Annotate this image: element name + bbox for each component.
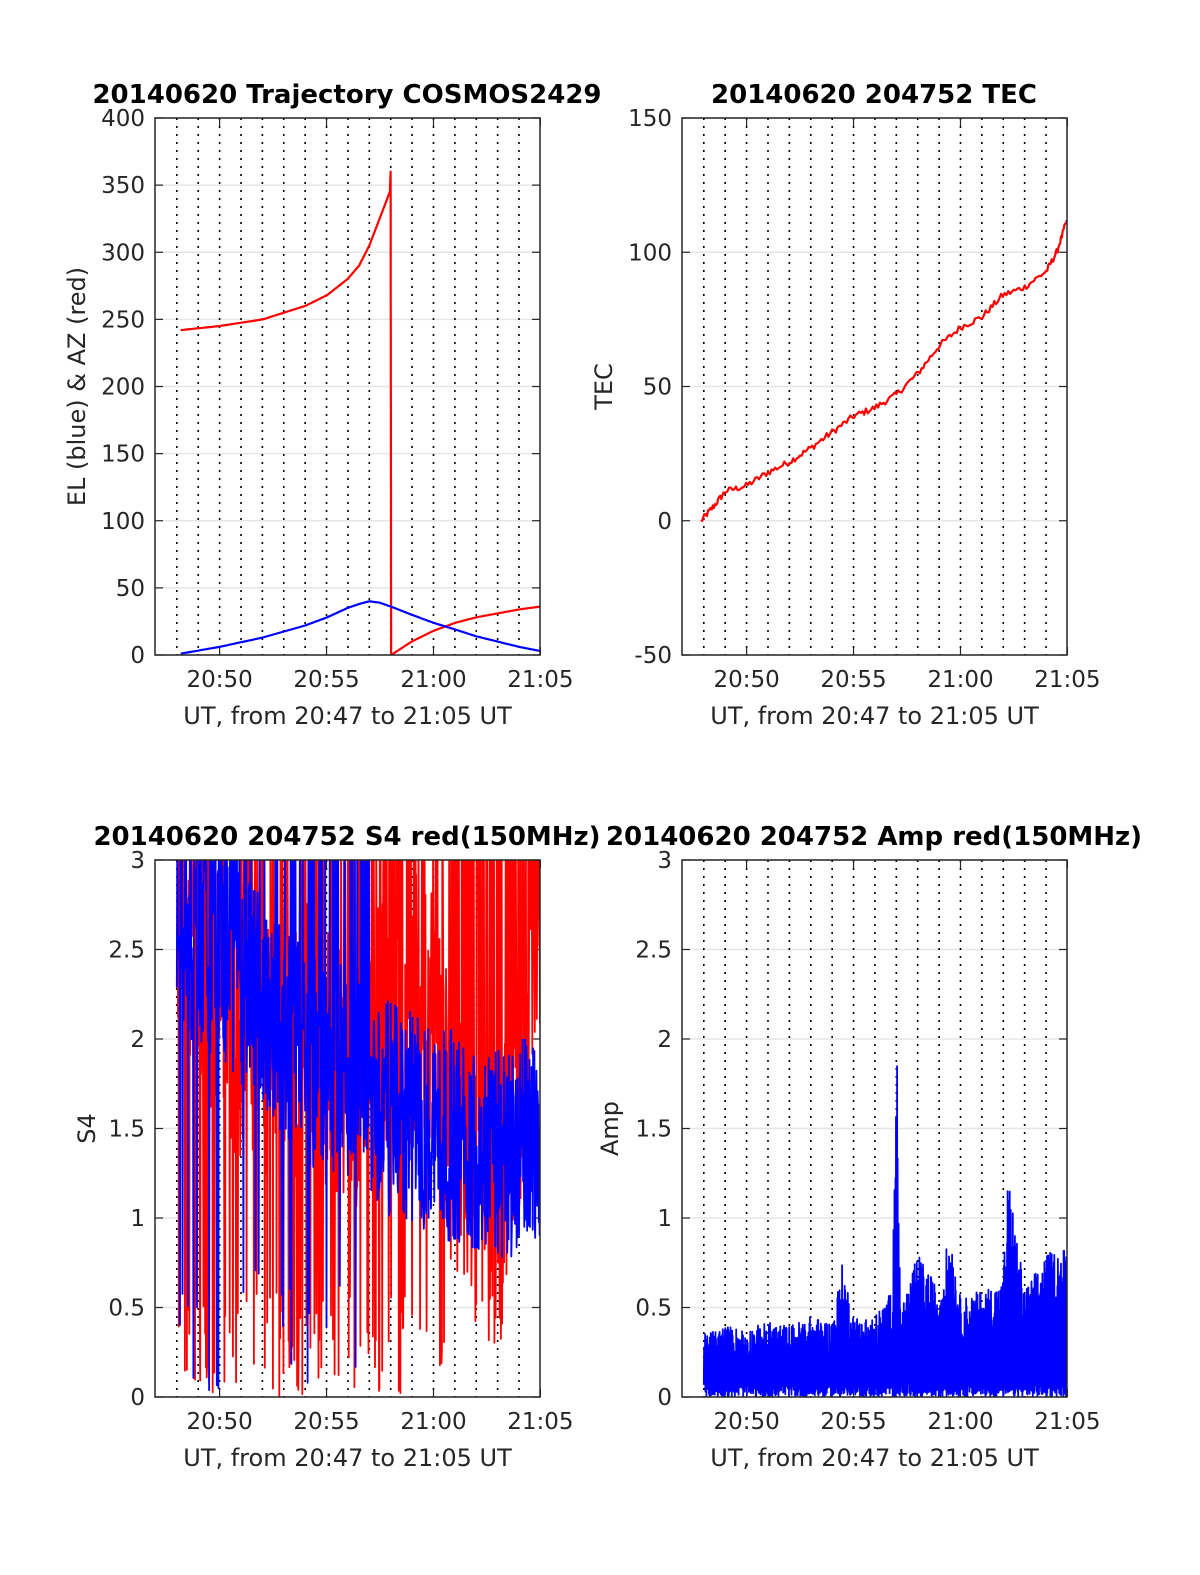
y-tick-label: 2.5 xyxy=(635,938,672,964)
y-tick-label: 1 xyxy=(657,1206,672,1232)
plot-area xyxy=(180,170,540,655)
x-tick-label: 21:05 xyxy=(507,1409,573,1435)
x-tick-label: 21:00 xyxy=(927,667,993,693)
y-tick-label: 150 xyxy=(628,106,672,132)
panel-1: 0 50 100 150 200 250 300 350 400 20:50 20:55 21:00 2… xyxy=(63,80,602,730)
panel-title: 20140620 204752 Amp red(150MHz) xyxy=(606,822,1142,852)
x-tick-label: 20:55 xyxy=(820,1409,886,1435)
y-tick-label: 150 xyxy=(101,442,145,468)
y-tick-label: 2 xyxy=(130,1027,145,1053)
y-tick-label: 0 xyxy=(657,1385,672,1411)
y-tick-label: 100 xyxy=(628,240,672,266)
y-tick-label: 300 xyxy=(101,240,145,266)
x-tick-label: 20:55 xyxy=(293,1409,359,1435)
y-tick-label: 3 xyxy=(657,848,672,874)
y-tick-label: 0 xyxy=(130,1385,145,1411)
panel-3: 0 0.5 1 1.5 2 2.5 3 20:50 20:55 21:00 21:05 2014062… xyxy=(73,822,601,1472)
y-axis-label: EL (blue) & AZ (red) xyxy=(63,267,91,506)
x-axis-label: UT, from 20:47 to 21:05 UT xyxy=(183,1444,512,1472)
panel-title: 20140620 204752 S4 red(150MHz) xyxy=(93,822,600,852)
y-tick-label: 1.5 xyxy=(108,1117,145,1143)
y-tick-label: 50 xyxy=(116,576,145,602)
plot-area xyxy=(175,860,540,1397)
y-tick-label: 250 xyxy=(101,307,145,333)
y-tick-label: 0 xyxy=(130,643,145,669)
y-axis-label: S4 xyxy=(73,1113,101,1144)
series-line-1 xyxy=(700,219,1067,523)
y-tick-label: 400 xyxy=(101,106,145,132)
axes-frame xyxy=(154,117,541,656)
axes-frame xyxy=(681,117,1068,656)
x-tick-label: 21:05 xyxy=(507,667,573,693)
y-axis-label: TEC xyxy=(590,363,618,411)
x-tick-label: 20:50 xyxy=(186,1409,252,1435)
panel-title: 20140620 204752 TEC xyxy=(711,80,1037,110)
y-tick-label: -50 xyxy=(634,643,672,669)
series-line-1 xyxy=(180,170,540,655)
series-line-1 xyxy=(702,1065,1067,1397)
x-tick-label: 21:05 xyxy=(1034,667,1100,693)
plot-area xyxy=(700,219,1067,523)
axes-frame xyxy=(154,859,541,1398)
x-axis-label: UT, from 20:47 to 21:05 UT xyxy=(710,702,1039,730)
y-tick-label: 3 xyxy=(130,848,145,874)
x-axis-label: UT, from 20:47 to 21:05 UT xyxy=(710,1444,1039,1472)
y-tick-label: 0.5 xyxy=(635,1296,672,1322)
panel-2: -50 0 50 100 150 20:50 20:55 21:00 21:05 20140620… xyxy=(590,80,1101,730)
y-tick-label: 0 xyxy=(657,509,672,535)
x-tick-label: 21:05 xyxy=(1034,1409,1100,1435)
x-tick-label: 21:00 xyxy=(400,667,466,693)
x-tick-label: 21:00 xyxy=(400,1409,466,1435)
x-tick-label: 20:50 xyxy=(186,667,252,693)
series-line-2 xyxy=(175,860,540,1392)
y-tick-label: 2.5 xyxy=(108,938,145,964)
x-axis-label: UT, from 20:47 to 21:05 UT xyxy=(183,702,512,730)
x-tick-label: 20:55 xyxy=(293,667,359,693)
y-tick-label: 50 xyxy=(643,375,672,401)
y-tick-label: 2 xyxy=(657,1027,672,1053)
panel-title: 20140620 Trajectory COSMOS2429 xyxy=(92,80,601,110)
x-tick-label: 20:50 xyxy=(713,667,779,693)
x-tick-label: 20:50 xyxy=(713,1409,779,1435)
x-tick-label: 20:55 xyxy=(820,667,886,693)
y-tick-label: 200 xyxy=(101,375,145,401)
y-tick-label: 1 xyxy=(130,1206,145,1232)
panel-4: 0 0.5 1 1.5 2 2.5 3 20:50 20:55 21:00 21:05 2014062… xyxy=(596,822,1142,1472)
axes-frame xyxy=(681,859,1068,1398)
series-line-2 xyxy=(180,600,540,655)
y-tick-label: 100 xyxy=(101,509,145,535)
y-axis-label: Amp xyxy=(596,1101,624,1156)
y-tick-label: 1.5 xyxy=(635,1117,672,1143)
y-tick-label: 0.5 xyxy=(108,1296,145,1322)
y-tick-label: 350 xyxy=(101,173,145,199)
plot-area xyxy=(702,1065,1067,1397)
x-tick-label: 21:00 xyxy=(927,1409,993,1435)
